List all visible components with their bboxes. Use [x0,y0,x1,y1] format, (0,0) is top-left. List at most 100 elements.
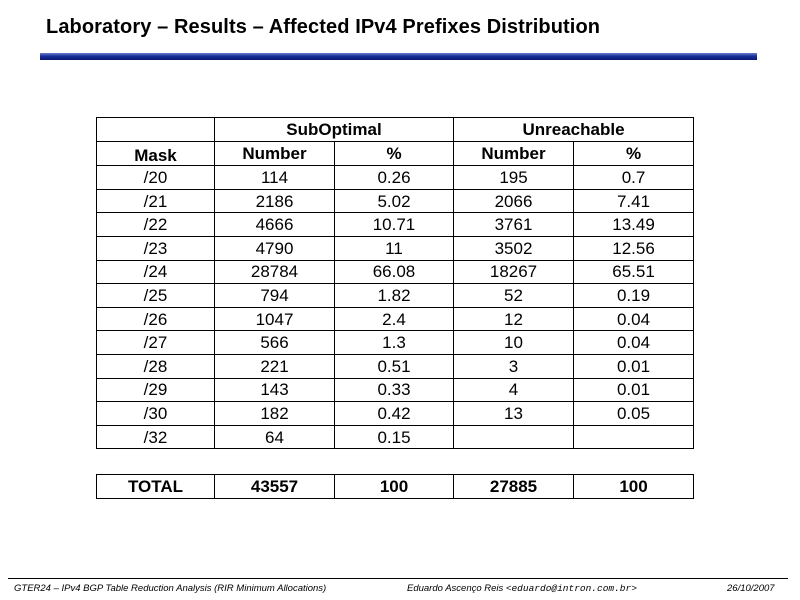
table-row: /29 143 0.33 4 0.01 [96,377,695,403]
unreachable-percent-cell: 7.41 [572,188,695,214]
suboptimal-percent-cell: 10.71 [334,212,454,237]
unreachable-percent-cell: 0.04 [572,306,695,332]
total-suboptimal-number: 43557 [214,474,335,499]
suboptimal-percent-cell: 1.82 [334,283,454,308]
suboptimal-percent-cell: 0.15 [334,424,454,450]
suboptimal-percent-cell: 2.4 [334,306,454,332]
table-row: /32 64 0.15 [96,424,695,450]
total-unreachable-percent: 100 [573,474,694,499]
suboptimal-percent-cell: 5.02 [334,188,454,214]
total-table: TOTAL 43557 100 27885 100 [96,474,694,499]
table-row: /23 4790 11 3502 12.56 [96,235,695,261]
suboptimal-number-header: Number [214,140,335,167]
footer-date: 26/10/2007 [727,583,775,594]
suboptimal-percent-header: % [334,140,454,167]
suboptimal-number-cell: 114 [214,165,335,190]
suboptimal-number-cell: 4666 [214,212,335,237]
unreachable-number-cell: 52 [453,283,574,308]
suboptimal-number-cell: 2186 [214,188,335,214]
suboptimal-percent-cell: 0.33 [334,377,454,403]
sub-header-row: Mask Number % Number % [96,140,695,167]
suboptimal-number-cell: 221 [214,353,335,379]
unreachable-percent-cell: 0.01 [572,377,695,403]
suboptimal-percent-cell: 0.42 [334,401,454,426]
mask-header: Mask [96,140,215,167]
suboptimal-number-cell: 566 [214,330,335,355]
mask-cell: /20 [96,165,215,190]
mask-cell: /27 [96,330,215,355]
total-label: TOTAL [96,474,215,499]
total-suboptimal-percent: 100 [334,474,454,499]
suboptimal-percent-cell: 0.26 [334,165,454,190]
table-row: /30 182 0.42 13 0.05 [96,401,695,426]
unreachable-number-cell: 2066 [453,188,574,214]
suboptimal-number-cell: 1047 [214,306,335,332]
suboptimal-number-cell: 64 [214,424,335,450]
suboptimal-number-cell: 143 [214,377,335,403]
footer-author-name: Eduardo Ascenço Reis < [407,583,512,594]
unreachable-number-cell: 12 [453,306,574,332]
suboptimal-percent-cell: 0.51 [334,353,454,379]
unreachable-number-cell: 4 [453,377,574,403]
unreachable-percent-cell: 0.05 [572,401,695,426]
table-row: /26 1047 2.4 12 0.04 [96,306,695,332]
footer-author-end: > [631,583,637,594]
unreachable-percent-cell: 0.19 [572,283,695,308]
unreachable-number-cell: 195 [453,165,574,190]
group-header-row: SubOptimal Unreachable [96,117,695,142]
mask-cell: /25 [96,283,215,308]
mask-cell: /32 [96,424,215,450]
unreachable-percent-header: % [572,140,695,167]
table-row: /21 2186 5.02 2066 7.41 [96,188,695,214]
mask-cell: /24 [96,259,215,285]
unreachable-number-cell: 18267 [453,259,574,285]
mask-cell: /21 [96,188,215,214]
table-row: /28 221 0.51 3 0.01 [96,353,695,379]
group-header-unreachable: Unreachable [452,117,695,142]
suboptimal-percent-cell: 11 [334,235,454,261]
unreachable-percent-cell [572,424,695,450]
suboptimal-percent-cell: 1.3 [334,330,454,355]
suboptimal-number-cell: 4790 [214,235,335,261]
suboptimal-number-cell: 182 [214,401,335,426]
unreachable-percent-cell: 65.51 [572,259,695,285]
unreachable-number-header: Number [453,140,574,167]
unreachable-percent-cell: 0.7 [572,165,695,190]
table-row: /25 794 1.82 52 0.19 [96,283,695,308]
mask-cell: /29 [96,377,215,403]
total-unreachable-number: 27885 [453,474,574,499]
mask-cell: /26 [96,306,215,332]
unreachable-number-cell: 3761 [453,212,574,237]
unreachable-number-cell: 13 [453,401,574,426]
unreachable-percent-cell: 13.49 [572,212,695,237]
table-body: /20 114 0.26 195 0.7/21 2186 5.02 2066 7.41/22 46… [96,165,695,450]
mask-cell: /30 [96,401,215,426]
prefix-distribution-table: SubOptimal Unreachable Mask Number % Num… [96,117,695,450]
title-underline-bar [40,53,757,60]
unreachable-number-cell [453,424,574,450]
unreachable-percent-cell: 0.04 [572,330,695,355]
footer-author: Eduardo Ascenço Reis <eduardo@intron.com… [407,583,637,594]
table-row: /22 4666 10.71 3761 13.49 [96,212,695,237]
mask-cell: /22 [96,212,215,237]
mask-cell: /23 [96,235,215,261]
unreachable-number-cell: 3502 [453,235,574,261]
unreachable-number-cell: 10 [453,330,574,355]
empty-corner-cell [96,117,215,142]
footer-author-email[interactable]: eduardo@intron.com.br [511,583,632,594]
table-row: /20 114 0.26 195 0.7 [96,165,695,190]
suboptimal-number-cell: 28784 [214,259,335,285]
footer-event-title: GTER24 – IPv4 BGP Table Reduction Analys… [14,583,327,594]
unreachable-percent-cell: 0.01 [572,353,695,379]
unreachable-percent-cell: 12.56 [572,235,695,261]
table-row: /27 566 1.3 10 0.04 [96,330,695,355]
slide-title: Laboratory – Results – Affected IPv4 Pre… [46,16,601,38]
table-row: /24 28784 66.08 18267 65.51 [96,259,695,285]
mask-cell: /28 [96,353,215,379]
group-header-suboptimal: SubOptimal [214,117,454,142]
unreachable-number-cell: 3 [453,353,574,379]
suboptimal-number-cell: 794 [214,283,335,308]
suboptimal-percent-cell: 66.08 [334,259,454,285]
footer-divider [8,578,788,579]
total-row: TOTAL 43557 100 27885 100 [96,474,694,499]
